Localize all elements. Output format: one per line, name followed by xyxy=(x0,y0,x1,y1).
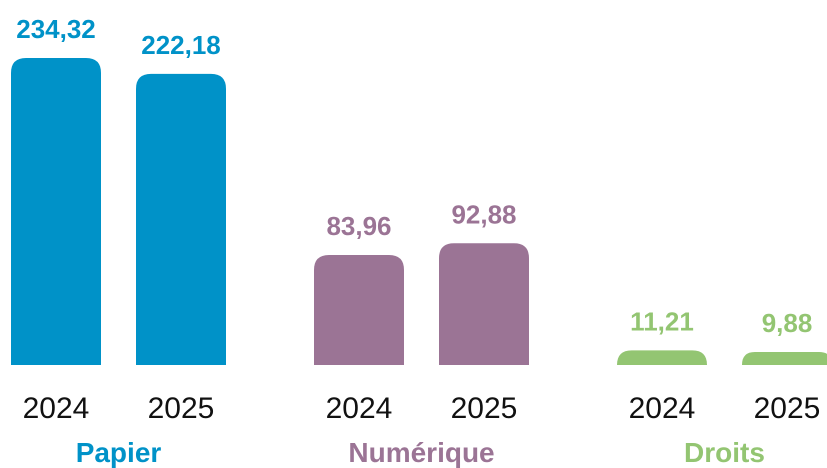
x-tick-label: 2025 xyxy=(148,392,215,425)
bar xyxy=(439,243,529,365)
bar xyxy=(11,58,101,365)
value-label: 11,21 xyxy=(630,306,694,336)
x-tick-label: 2025 xyxy=(754,392,821,425)
x-tick-label: 2024 xyxy=(23,392,90,425)
bar xyxy=(617,350,707,365)
category-label: Numérique xyxy=(348,437,494,468)
value-label: 9,88 xyxy=(762,308,813,338)
bar xyxy=(742,352,827,365)
bar xyxy=(136,73,226,365)
bar xyxy=(314,254,404,365)
value-label: 234,32 xyxy=(16,14,96,44)
x-tick-label: 2024 xyxy=(629,392,696,425)
value-label: 222,18 xyxy=(141,30,221,60)
x-tick-label: 2025 xyxy=(451,392,518,425)
value-label: 83,96 xyxy=(326,211,391,241)
value-label: 92,88 xyxy=(451,199,516,229)
x-tick-label: 2024 xyxy=(326,392,393,425)
category-label: Droits xyxy=(684,437,765,468)
category-label: Papier xyxy=(76,437,162,468)
